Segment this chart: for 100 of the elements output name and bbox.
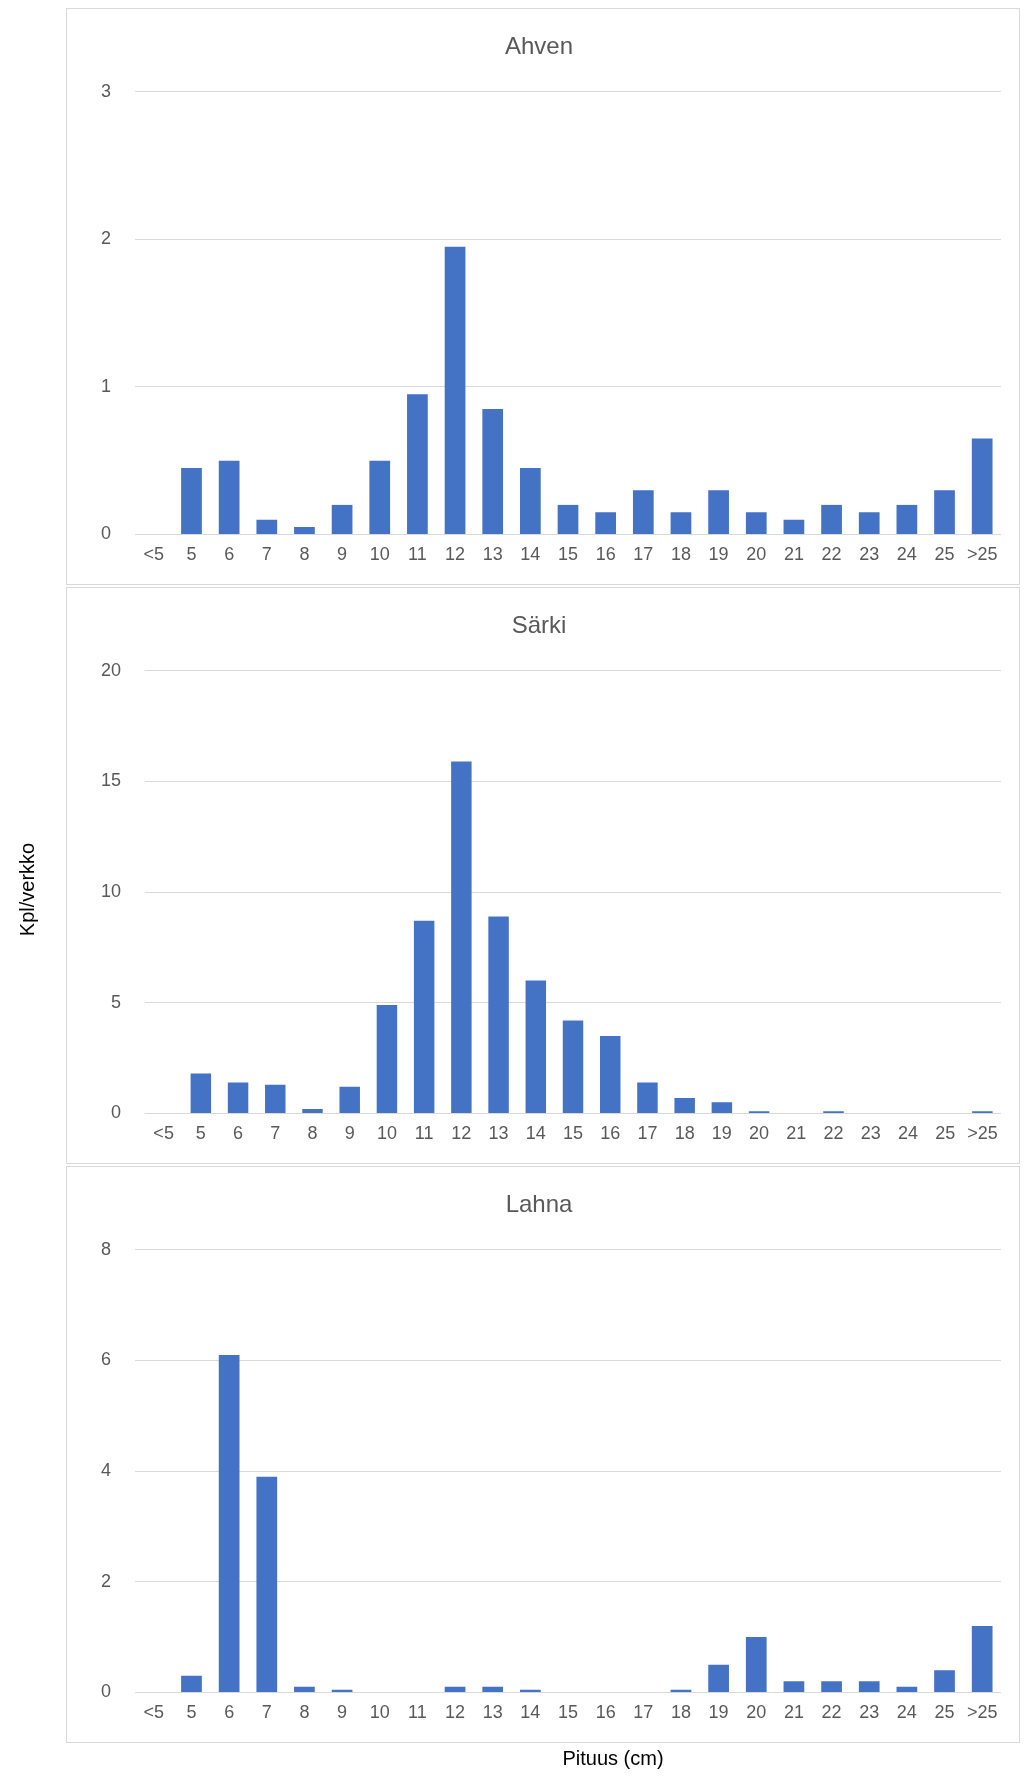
x-tick-label: 10: [376, 1123, 397, 1144]
y-tick-label: 2: [101, 228, 112, 249]
bar: [821, 504, 842, 534]
bar: [525, 980, 547, 1113]
bar: [302, 1108, 323, 1113]
y-tick-label: 0: [101, 523, 112, 544]
x-tick-label: 19: [708, 1702, 729, 1723]
bar: [562, 1020, 584, 1113]
y-tick-label: 8: [101, 1238, 112, 1259]
x-tick-label: 9: [337, 544, 348, 565]
y-tick-label: 4: [101, 1460, 112, 1481]
bar: [674, 1097, 695, 1113]
bar: [783, 1681, 805, 1692]
bar: [181, 1675, 202, 1692]
bar: [444, 1686, 466, 1692]
bar: [896, 1686, 918, 1692]
bar: [256, 1476, 278, 1692]
bar: [407, 394, 428, 534]
bar: [745, 1637, 767, 1692]
bar: [783, 519, 805, 534]
x-tick-label: 11: [408, 544, 427, 565]
bar: [227, 1082, 249, 1113]
x-tick-label: >25: [967, 1123, 998, 1144]
x-tick-label: 25: [934, 544, 955, 565]
x-tick-label: 13: [488, 1123, 509, 1144]
x-tick-label: 7: [261, 544, 272, 565]
x-tick-label: 25: [935, 1123, 956, 1144]
bar: [708, 1664, 729, 1692]
chart-title: Särki: [511, 611, 567, 639]
bar: [451, 761, 472, 1113]
bar: [821, 1681, 842, 1692]
x-tick-label: 18: [674, 1123, 695, 1144]
bar: [934, 1670, 955, 1692]
y-tick-label: 5: [111, 991, 122, 1012]
x-tick-label: 24: [896, 1702, 917, 1723]
bar: [339, 1086, 360, 1113]
bar: [520, 468, 541, 534]
x-tick-label: 16: [600, 1123, 621, 1144]
x-tick-label: 22: [823, 1123, 844, 1144]
x-tick-label: 21: [783, 1702, 804, 1723]
y-tick-label: 1: [101, 375, 112, 396]
x-tick-label: 12: [451, 1123, 472, 1144]
bar: [595, 512, 617, 534]
bar: [971, 438, 993, 534]
x-tick-label: >25: [966, 1702, 998, 1723]
x-tick-label: 19: [708, 544, 729, 565]
y-tick-label: 10: [100, 881, 122, 902]
x-tick-label: 20: [746, 1702, 767, 1723]
x-tick-label: 21: [786, 1123, 807, 1144]
x-tick-label: 6: [233, 1123, 244, 1144]
bar: [896, 504, 918, 534]
x-tick-label: 8: [299, 1702, 310, 1723]
bar: [218, 1354, 240, 1692]
x-tick-label: 16: [595, 1702, 616, 1723]
x-tick-label: >25: [966, 544, 998, 565]
chart-title: Lahna: [505, 1190, 574, 1218]
y-tick-label: 0: [101, 1681, 112, 1702]
bar: [632, 490, 654, 534]
y-tick-label: 20: [100, 659, 122, 680]
x-tick-label: 21: [783, 544, 804, 565]
bar: [708, 490, 729, 534]
bar: [294, 527, 315, 534]
x-tick-label: 24: [896, 544, 917, 565]
x-tick-label: 15: [557, 544, 579, 565]
x-tick-label: 10: [369, 544, 390, 565]
x-tick-label: 7: [270, 1123, 281, 1144]
y-tick-label: 0: [111, 1102, 122, 1123]
bar: [376, 1004, 398, 1113]
bar: [181, 468, 202, 534]
bar: [858, 1681, 880, 1692]
x-tick-label: 12: [445, 1702, 466, 1723]
bar: [711, 1102, 733, 1113]
x-tick-label: 5: [186, 544, 197, 565]
x-tick-label: 11: [408, 1702, 427, 1723]
y-tick-label: 2: [101, 1570, 112, 1591]
bar: [599, 1035, 621, 1113]
bar: [637, 1082, 658, 1113]
x-tick-label: <5: [153, 1123, 174, 1144]
x-axis-title: Pituus (cm): [561, 1747, 665, 1770]
bar: [218, 460, 240, 534]
x-tick-label: 18: [670, 544, 691, 565]
x-tick-label: 16: [595, 544, 616, 565]
bar: [369, 460, 391, 534]
x-tick-label: 23: [859, 544, 880, 565]
bar: [557, 504, 579, 534]
bar: [256, 519, 278, 534]
y-tick-label: 3: [101, 80, 112, 101]
x-tick-label: 8: [299, 544, 310, 565]
x-tick-label: 22: [821, 1702, 842, 1723]
x-tick-label: 12: [445, 544, 466, 565]
x-tick-label: 17: [633, 544, 654, 565]
x-tick-label: 13: [482, 1702, 503, 1723]
bar: [482, 1686, 504, 1692]
bar: [971, 1626, 993, 1692]
x-tick-label: 15: [563, 1123, 584, 1144]
x-tick-label: 11: [414, 1123, 434, 1144]
x-tick-label: 20: [749, 1123, 770, 1144]
bar: [413, 920, 435, 1113]
bar: [488, 916, 509, 1113]
x-tick-label: 6: [224, 544, 235, 565]
